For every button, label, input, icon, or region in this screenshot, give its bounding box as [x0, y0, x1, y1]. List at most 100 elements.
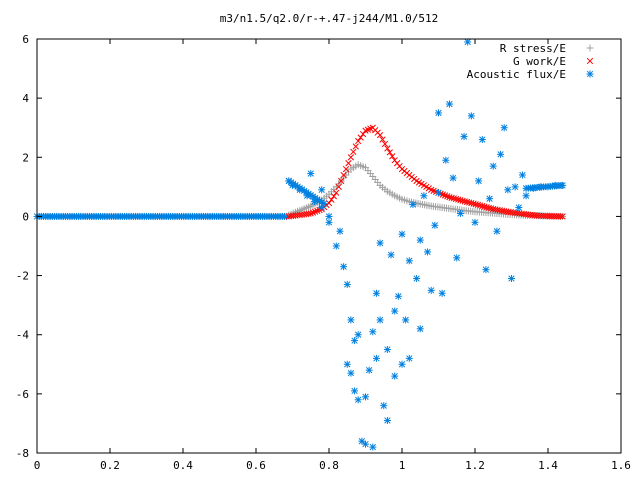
g-work-series-point [557, 213, 564, 220]
x-tick-label: 0.6 [246, 459, 266, 472]
acoustic-flux-point [456, 209, 464, 217]
legend-marker [586, 44, 594, 52]
acoustic-flux-point [464, 38, 472, 46]
data-layer [33, 38, 567, 451]
y-tick-label: 2 [22, 151, 29, 164]
acoustic-flux-point [318, 186, 326, 194]
x-tick-label: 0.4 [173, 459, 193, 472]
g-work-series-point [333, 189, 340, 196]
acoustic-flux-point [497, 150, 505, 158]
acoustic-flux-point [391, 372, 399, 380]
acoustic-flux-point [340, 263, 348, 271]
legend-label: G work/E [513, 55, 566, 68]
acoustic-flux-point [424, 248, 432, 256]
acoustic-flux-point [347, 369, 355, 377]
acoustic-flux-point [354, 396, 362, 404]
acoustic-flux-point [380, 402, 388, 410]
g-work-series-point [379, 136, 386, 143]
acoustic-flux-point [489, 162, 497, 170]
g-work-series-point [384, 145, 391, 152]
acoustic-flux-point [493, 227, 501, 235]
acoustic-flux-point [365, 366, 373, 374]
acoustic-flux-point [460, 133, 468, 141]
acoustic-flux-point [325, 218, 333, 226]
x-tick-label: 1.4 [538, 459, 558, 472]
acoustic-flux-point [508, 275, 515, 283]
g-work-series-point [340, 171, 347, 179]
acoustic-flux-point [387, 251, 395, 259]
acoustic-flux-point [475, 177, 483, 185]
acoustic-flux-point [453, 254, 461, 262]
acoustic-flux-point [420, 192, 428, 200]
acoustic-flux-point [511, 183, 519, 191]
ticks-layer: 0 0.2 0.4 0.6 0.8 1 1.2 1.4 1.6 -8 -6 -4 -2 0 2 4 6 [16, 33, 631, 472]
y-tick-label: -4 [16, 329, 30, 342]
acoustic-flux-point [416, 236, 424, 244]
x-tick-label: 0.2 [100, 459, 120, 472]
acoustic-flux-point [405, 354, 413, 362]
acoustic-flux-point [478, 136, 486, 144]
acoustic-flux-point [522, 192, 530, 200]
acoustic-flux-baseline-markers [33, 212, 291, 220]
acoustic-flux-point [435, 109, 442, 117]
acoustic-flux-point [405, 257, 413, 265]
g-work-series-point [381, 140, 389, 148]
acoustic-flux-point [376, 316, 384, 324]
acoustic-flux-point [402, 316, 410, 324]
acoustic-flux-point [369, 328, 377, 336]
y-tick-label: -8 [16, 447, 29, 460]
acoustic-flux-point [435, 189, 442, 197]
legend-marker [586, 57, 594, 65]
legend-label: Acoustic flux/E [467, 68, 566, 81]
acoustic-flux-point [362, 440, 369, 448]
acoustic-flux-point [413, 275, 421, 283]
acoustic-flux-point [347, 316, 355, 324]
g-work-series-point [335, 183, 342, 191]
g-work-series [285, 124, 566, 220]
y-tick-label: 6 [22, 33, 29, 46]
acoustic-flux-point [482, 266, 490, 274]
acoustic-flux-point [383, 416, 391, 424]
acoustic-flux-point [467, 112, 475, 120]
g-work-series-point [328, 196, 335, 203]
x-tick-label: 1.2 [465, 459, 485, 472]
g-work-series-point [352, 143, 359, 150]
acoustic-flux-point [416, 325, 424, 333]
acoustic-flux-point [336, 227, 344, 235]
acoustic-flux-point [518, 171, 526, 179]
g-work-series-point [345, 160, 352, 167]
x-tick-label: 0 [34, 459, 41, 472]
g-work-series-point [350, 148, 357, 156]
acoustic-flux-point [325, 212, 333, 220]
acoustic-flux-point [369, 443, 377, 451]
y-tick-label: 0 [22, 210, 29, 223]
legend-label: R stress/E [500, 42, 566, 55]
chart-title: m3/n1.5/q2.0/r-+.47-j244/M1.0/512 [220, 12, 439, 25]
y-tick-label: 4 [22, 92, 29, 105]
acoustic-flux-point [372, 354, 380, 362]
legend-marker [586, 70, 594, 78]
acoustic-flux-point [391, 307, 399, 315]
acoustic-flux-point [471, 218, 479, 226]
g-work-series-point [559, 213, 566, 220]
x-tick-label: 1 [399, 459, 406, 472]
acoustic-flux-point [449, 174, 457, 182]
g-work-series-point [338, 177, 345, 185]
g-work-series-point [330, 193, 338, 200]
acoustic-flux-point [431, 221, 439, 229]
acoustic-flux-point [409, 201, 417, 209]
acoustic-flux-point [383, 346, 391, 353]
acoustic-flux-point [398, 230, 406, 238]
acoustic-flux-point [427, 286, 435, 294]
acoustic-flux-point [320, 200, 328, 208]
acoustic-flux-point [351, 337, 359, 345]
acoustic-flux-point [398, 360, 406, 368]
acoustic-flux-point [372, 289, 380, 297]
acoustic-flux-point [376, 239, 384, 247]
g-work-series-point [376, 131, 384, 139]
acoustic-flux-point [362, 393, 369, 401]
acoustic-flux-point [438, 289, 446, 297]
